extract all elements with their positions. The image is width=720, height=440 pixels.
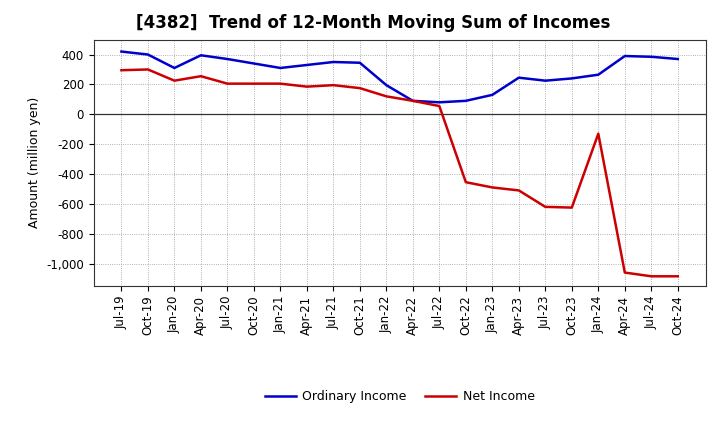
Ordinary Income [250,61,258,66]
Ordinary Income [170,65,179,70]
Net Income [276,81,284,86]
Net Income [488,185,497,190]
Net Income [462,180,470,185]
Net Income [647,274,656,279]
Net Income [197,73,205,79]
Net Income [541,204,549,209]
Net Income [170,78,179,83]
Ordinary Income [117,49,126,54]
Line: Ordinary Income: Ordinary Income [122,51,678,103]
Legend: Ordinary Income, Net Income: Ordinary Income, Net Income [259,385,540,408]
Text: [4382]  Trend of 12-Month Moving Sum of Incomes: [4382] Trend of 12-Month Moving Sum of I… [137,15,611,33]
Ordinary Income [223,56,232,62]
Ordinary Income [276,65,284,70]
Ordinary Income [197,53,205,58]
Ordinary Income [329,59,338,65]
Ordinary Income [488,92,497,98]
Net Income [673,274,682,279]
Ordinary Income [541,78,549,83]
Net Income [143,67,152,72]
Ordinary Income [435,100,444,105]
Ordinary Income [621,53,629,59]
Ordinary Income [567,76,576,81]
Ordinary Income [143,52,152,57]
Ordinary Income [594,72,603,77]
Net Income [356,85,364,91]
Net Income [223,81,232,86]
Ordinary Income [515,75,523,81]
Ordinary Income [302,62,311,68]
Net Income [567,205,576,210]
Ordinary Income [647,54,656,59]
Ordinary Income [408,98,417,103]
Net Income [117,68,126,73]
Ordinary Income [382,83,391,88]
Net Income [329,83,338,88]
Line: Net Income: Net Income [122,70,678,276]
Net Income [408,98,417,103]
Y-axis label: Amount (million yen): Amount (million yen) [27,97,40,228]
Net Income [621,270,629,275]
Ordinary Income [673,56,682,62]
Net Income [382,94,391,99]
Ordinary Income [462,98,470,103]
Net Income [435,103,444,109]
Ordinary Income [356,60,364,66]
Net Income [302,84,311,89]
Net Income [515,188,523,193]
Net Income [250,81,258,86]
Net Income [594,131,603,136]
